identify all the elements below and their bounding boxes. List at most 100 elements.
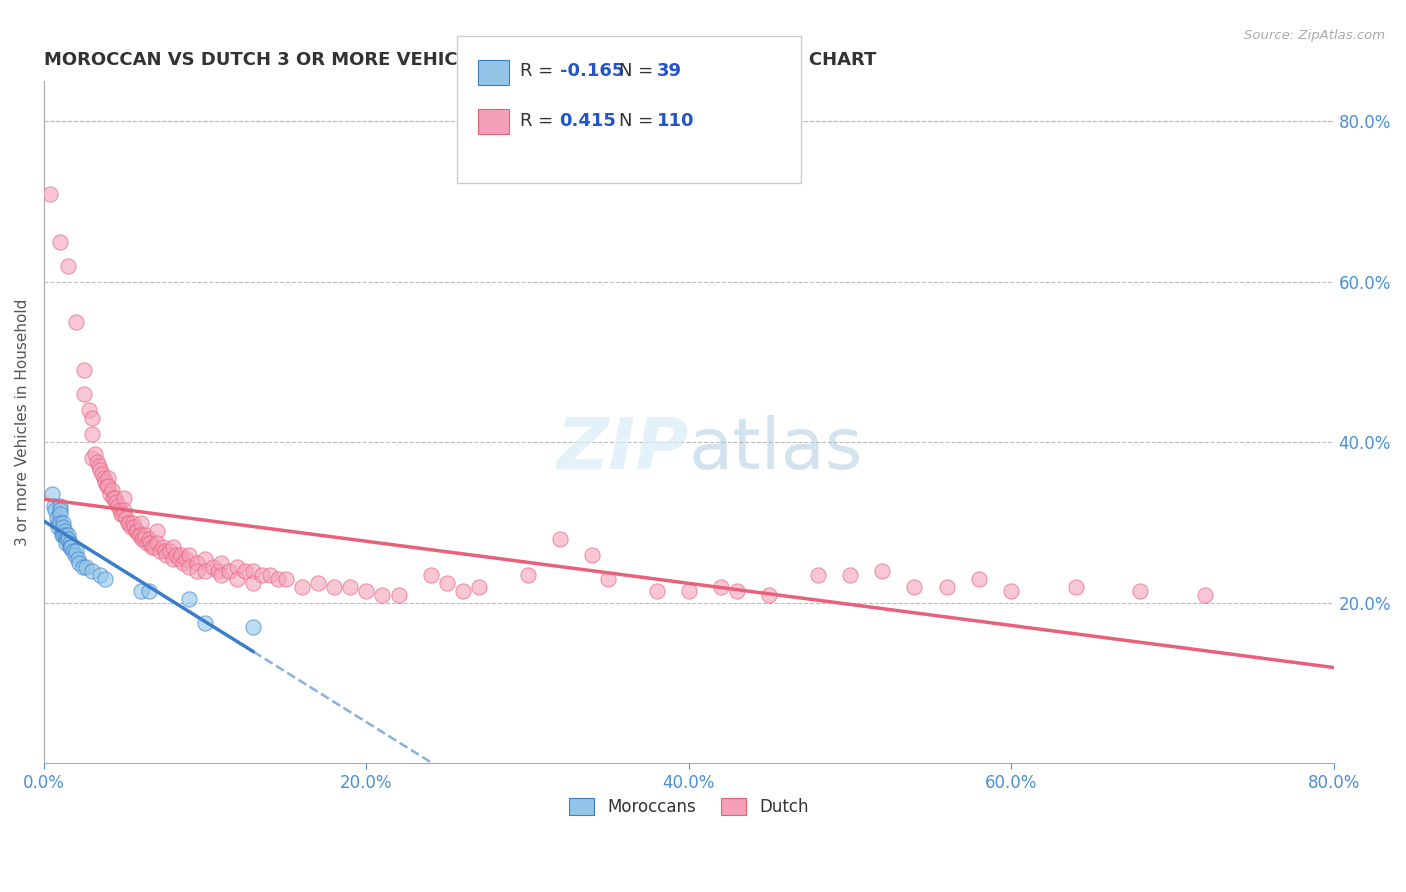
Point — [169, 551, 191, 566]
Point — [138, 583, 160, 598]
Point — [226, 559, 249, 574]
Point — [323, 580, 346, 594]
Point — [149, 543, 172, 558]
Point — [678, 583, 700, 598]
Point — [75, 559, 97, 574]
Point — [142, 540, 165, 554]
Point — [128, 527, 150, 541]
Text: 110: 110 — [657, 112, 695, 129]
Point — [114, 491, 136, 506]
Point — [242, 620, 264, 634]
Point — [356, 583, 378, 598]
Point — [155, 548, 177, 562]
Point — [55, 532, 77, 546]
Point — [87, 459, 110, 474]
Point — [935, 580, 957, 594]
Point — [186, 556, 208, 570]
Point — [105, 495, 128, 509]
Point — [49, 500, 72, 514]
Point — [468, 580, 491, 594]
Point — [73, 363, 96, 377]
Point — [82, 451, 104, 466]
Point — [209, 556, 232, 570]
Point — [97, 471, 120, 485]
Point — [177, 591, 200, 606]
Point — [903, 580, 925, 594]
Text: N =: N = — [619, 62, 658, 80]
Point — [82, 411, 104, 425]
Point — [90, 467, 112, 482]
Point — [52, 519, 75, 533]
Point — [274, 572, 297, 586]
Point — [66, 551, 89, 566]
Point — [152, 540, 174, 554]
Legend: Moroccans, Dutch: Moroccans, Dutch — [562, 791, 815, 823]
Point — [725, 583, 748, 598]
Point — [118, 516, 141, 530]
Point — [51, 527, 73, 541]
Point — [145, 535, 167, 549]
Point — [59, 535, 82, 549]
Point — [98, 487, 121, 501]
Point — [235, 564, 257, 578]
Point — [49, 516, 72, 530]
Point — [598, 572, 620, 586]
Point — [41, 487, 63, 501]
Point — [162, 540, 184, 554]
Point — [177, 559, 200, 574]
Point — [122, 519, 145, 533]
Point — [93, 471, 115, 485]
Point — [125, 524, 148, 538]
Point — [194, 551, 217, 566]
Point — [242, 575, 264, 590]
Point — [86, 455, 108, 469]
Point — [145, 524, 167, 538]
Point — [84, 447, 107, 461]
Point — [129, 527, 152, 541]
Point — [194, 564, 217, 578]
Point — [419, 567, 441, 582]
Point — [59, 540, 82, 554]
Point — [131, 532, 153, 546]
Point — [104, 491, 127, 506]
Point — [209, 567, 232, 582]
Point — [436, 575, 458, 590]
Point — [291, 580, 314, 594]
Point — [1000, 583, 1022, 598]
Point — [45, 511, 67, 525]
Point — [48, 519, 70, 533]
Point — [134, 527, 156, 541]
Point — [194, 615, 217, 630]
Point — [581, 548, 603, 562]
Text: N =: N = — [619, 112, 658, 129]
Point — [138, 532, 160, 546]
Point — [120, 519, 142, 533]
Point — [103, 491, 125, 506]
Point — [77, 403, 100, 417]
Point — [807, 567, 830, 582]
Point — [266, 572, 288, 586]
Point — [72, 559, 94, 574]
Y-axis label: 3 or more Vehicles in Household: 3 or more Vehicles in Household — [15, 299, 30, 546]
Text: atlas: atlas — [689, 415, 863, 484]
Point — [111, 508, 134, 522]
Point — [1129, 583, 1152, 598]
Point — [108, 503, 131, 517]
Point — [53, 524, 76, 538]
Point — [89, 567, 111, 582]
Point — [516, 567, 538, 582]
Point — [53, 527, 76, 541]
Point — [48, 516, 70, 530]
Point — [96, 479, 118, 493]
Point — [159, 543, 181, 558]
Point — [89, 463, 111, 477]
Point — [139, 535, 162, 549]
Point — [100, 483, 122, 498]
Point — [186, 564, 208, 578]
Point — [371, 588, 394, 602]
Text: Source: ZipAtlas.com: Source: ZipAtlas.com — [1244, 29, 1385, 42]
Point — [1064, 580, 1087, 594]
Point — [82, 564, 104, 578]
Text: MOROCCAN VS DUTCH 3 OR MORE VEHICLES IN HOUSEHOLD CORRELATION CHART: MOROCCAN VS DUTCH 3 OR MORE VEHICLES IN … — [44, 51, 876, 69]
Point — [387, 588, 409, 602]
